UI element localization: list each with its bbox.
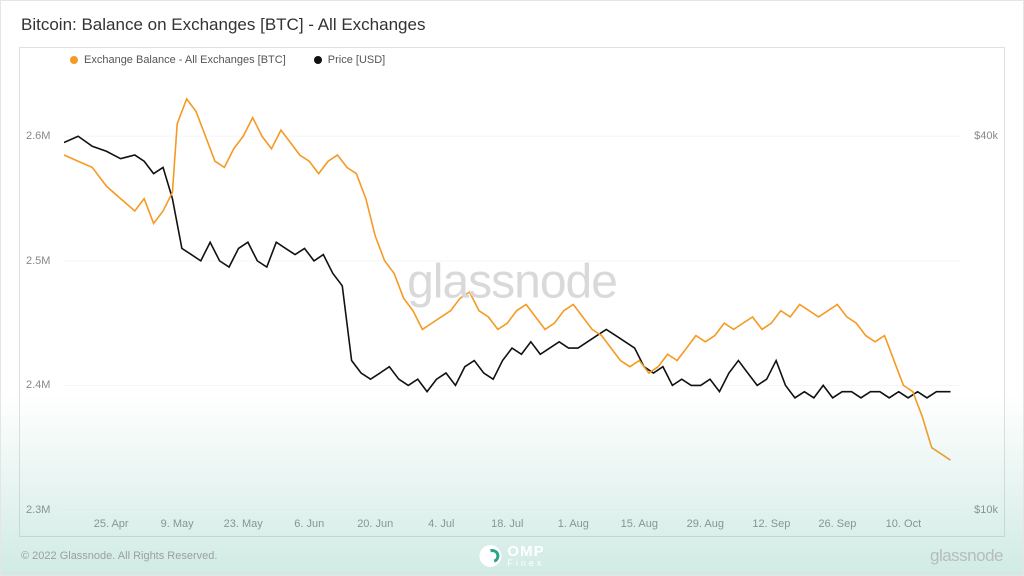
chart-title: Bitcoin: Balance on Exchanges [BTC] - Al… xyxy=(1,1,1023,41)
y-right-tick: $10k xyxy=(974,504,998,516)
line-chart xyxy=(64,74,960,510)
x-tick: 15. Aug xyxy=(621,518,658,530)
x-tick: 29. Aug xyxy=(687,518,724,530)
legend-item-price: Price [USD] xyxy=(314,54,385,66)
y-left-tick: 2.5M xyxy=(26,255,50,267)
x-tick: 18. Jul xyxy=(491,518,523,530)
y-right-tick: $40k xyxy=(974,130,998,142)
x-tick: 20. Jun xyxy=(357,518,393,530)
logo-text: OMP Finex xyxy=(507,544,544,568)
legend-label: Price [USD] xyxy=(328,54,385,66)
legend-dot-icon xyxy=(70,56,78,64)
copyright: © 2022 Glassnode. All Rights Reserved. xyxy=(21,550,217,562)
glassnode-brand: glassnode xyxy=(930,546,1003,566)
logo-badge-icon xyxy=(479,545,501,567)
y-left-tick: 2.6M xyxy=(26,130,50,142)
legend: Exchange Balance - All Exchanges [BTC] P… xyxy=(70,54,385,66)
legend-item-balance: Exchange Balance - All Exchanges [BTC] xyxy=(70,54,286,66)
x-tick: 12. Sep xyxy=(752,518,790,530)
x-tick: 10. Oct xyxy=(886,518,921,530)
x-tick: 9. May xyxy=(161,518,194,530)
x-tick: 23. May xyxy=(224,518,263,530)
x-tick: 6. Jun xyxy=(294,518,324,530)
legend-dot-icon xyxy=(314,56,322,64)
chart-card: Bitcoin: Balance on Exchanges [BTC] - Al… xyxy=(0,0,1024,576)
y-left-tick: 2.3M xyxy=(26,504,50,516)
footer: © 2022 Glassnode. All Rights Reserved. O… xyxy=(1,537,1023,575)
legend-label: Exchange Balance - All Exchanges [BTC] xyxy=(84,54,286,66)
y-left-tick: 2.4M xyxy=(26,379,50,391)
chart-area: Exchange Balance - All Exchanges [BTC] P… xyxy=(19,47,1005,537)
x-tick: 1. Aug xyxy=(558,518,589,530)
x-tick: 4. Jul xyxy=(428,518,454,530)
omp-logo: OMP Finex xyxy=(479,544,544,568)
x-tick: 26. Sep xyxy=(818,518,856,530)
x-tick: 25. Apr xyxy=(94,518,129,530)
